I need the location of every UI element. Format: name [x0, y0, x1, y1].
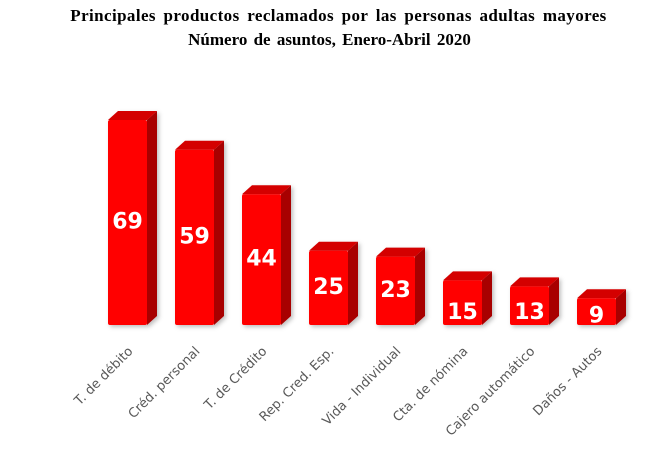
bar-2	[175, 140, 224, 325]
bar-top	[577, 289, 626, 299]
data-label: 25	[313, 275, 344, 300]
bar-front	[108, 120, 147, 325]
data-label: 69	[112, 210, 143, 235]
bar-top	[242, 185, 291, 195]
data-label: 59	[179, 224, 210, 249]
bar-side	[482, 271, 492, 325]
bar-front	[443, 280, 482, 325]
data-label: 23	[380, 278, 411, 303]
data-label: 15	[447, 300, 478, 325]
bar-top	[376, 247, 425, 257]
data-label: 9	[589, 303, 604, 328]
bar-front	[376, 256, 415, 325]
x-tick-label: T. de débito	[71, 344, 136, 409]
bar-top	[309, 241, 358, 251]
bar-side	[147, 111, 157, 325]
bar-front	[510, 286, 549, 325]
chart-subtitle: Número de asuntos, Enero-Abril 2020	[188, 30, 471, 49]
bar-6	[443, 271, 492, 325]
bar-top	[510, 277, 559, 287]
bar-1	[108, 111, 157, 325]
bar-front	[242, 194, 281, 325]
x-tick-label: Daños - Autos	[530, 344, 605, 419]
bar-3	[242, 185, 291, 325]
bar-side	[549, 277, 559, 325]
bar-8	[577, 289, 626, 325]
bar-side	[348, 241, 358, 325]
bar-front	[175, 149, 214, 325]
data-label: 13	[514, 300, 545, 325]
bar-front	[309, 250, 348, 325]
bar-4	[309, 241, 358, 325]
bar-5	[376, 247, 425, 325]
bar-side	[415, 247, 425, 325]
x-tick-label: T. de Crédito	[201, 344, 270, 413]
chart-title: Principales productos reclamados por las…	[70, 6, 607, 25]
bar-top	[443, 271, 492, 281]
data-label: 44	[246, 247, 277, 272]
bar-side	[616, 289, 626, 325]
bar-side	[214, 140, 224, 325]
bar-front	[577, 298, 616, 325]
bar-top	[175, 140, 224, 150]
bar-side	[281, 185, 291, 325]
bar-top	[108, 111, 157, 120]
x-tick-label: Créd. personal	[126, 344, 204, 422]
bar-7	[510, 277, 559, 325]
